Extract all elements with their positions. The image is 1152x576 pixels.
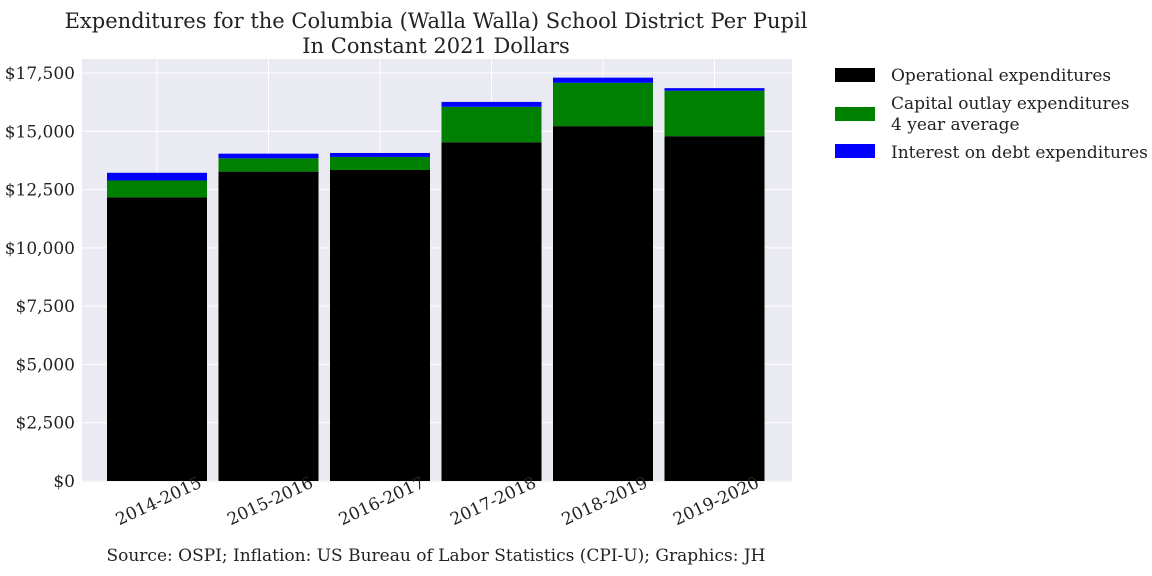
y-tick-label: $15,000 [5,122,75,142]
bar-segment-interest-on-debt [330,152,430,157]
bar-segment-operational [330,169,430,481]
legend: Operational expenditures Capital outlay e… [835,66,1148,163]
chart-title-line-1: Expenditures for the Columbia (Walla Wal… [65,9,808,33]
bar-segment-interest-on-debt [107,172,207,181]
y-tick-label: $2,500 [16,414,75,434]
bar-segment-operational [441,142,542,482]
y-tick-label: $5,000 [16,355,75,375]
legend-swatch [835,107,875,121]
bar-segment-operational [107,197,207,481]
legend-label: Operational expenditures [891,66,1111,86]
y-axis-ticks: $0 $2,500 $5,000 $7,500 $10,000 $12,500 $15,00… [5,64,75,492]
legend-label: Capital outlay expenditures [891,94,1129,114]
bars-group [107,77,765,482]
y-tick-label: $17,500 [5,64,75,84]
legend-label: 4 year average [891,115,1020,135]
y-tick-label: $12,500 [5,181,75,201]
bar-segment-interest-on-debt [553,77,653,83]
y-tick-label: $7,500 [16,297,75,317]
bar-segment-operational [553,126,653,482]
bar-segment-interest-on-debt [218,153,319,159]
y-tick-label: $10,000 [5,239,75,259]
chart-title-line-2: In Constant 2021 Dollars [302,34,569,58]
bar-segment-capital-outlay [330,156,430,170]
source-note: Source: OSPI; Inflation: US Bureau of La… [106,546,765,566]
bar-segment-capital-outlay [664,90,765,137]
bar-segment-capital-outlay [218,158,319,172]
y-tick-label: $0 [53,472,75,492]
bar-segment-interest-on-debt [441,101,542,107]
bar-segment-operational [218,171,319,481]
legend-swatch [835,144,875,158]
bar-segment-capital-outlay [441,106,542,143]
legend-label: Interest on debt expenditures [891,143,1148,163]
bar-segment-capital-outlay [107,180,207,198]
bar-segment-capital-outlay [553,82,653,127]
bar-segment-interest-on-debt [664,88,765,91]
legend-swatch [835,68,875,82]
bar-segment-operational [664,136,765,482]
